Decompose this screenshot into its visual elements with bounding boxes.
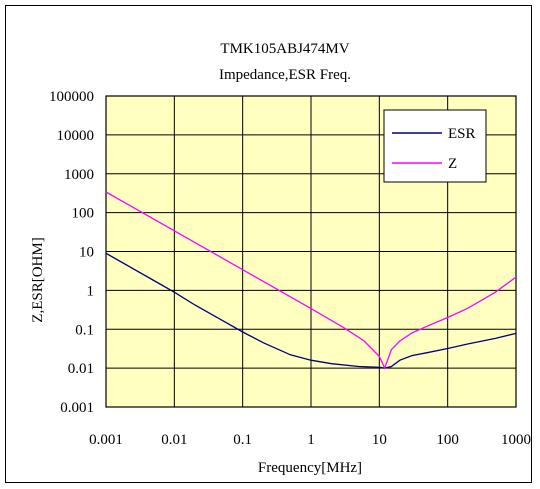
chart-title: TMK105ABJ474MV (220, 41, 349, 57)
series-line-esr (105, 252, 517, 369)
y-tick-label: 100 (72, 206, 95, 222)
y-tick-label: 10000 (57, 128, 95, 144)
legend-label-esr: ESR (448, 126, 476, 142)
y-tick-label: 10 (79, 245, 94, 261)
y-tick-label: 1 (87, 283, 95, 299)
y-tick-label: 0.01 (68, 361, 94, 377)
y-tick-label: 100000 (49, 89, 94, 105)
x-tick-label: 100 (436, 432, 459, 448)
y-axis-label: Z,ESR[OHM] (30, 237, 46, 322)
x-axis-label: Frequency[MHz] (258, 460, 362, 476)
x-tick-label: 0.1 (233, 432, 252, 448)
x-tick-label: 0.001 (89, 432, 123, 448)
impedance-esr-chart: TMK105ABJ474MV Impedance,ESR Freq. Frequ… (30, 41, 531, 476)
y-tick-label: 1000 (64, 167, 94, 183)
chart-frame: TMK105ABJ474MV Impedance,ESR Freq. Frequ… (5, 5, 532, 483)
x-tick-label: 1 (307, 432, 315, 448)
x-tick-label: 1000 (501, 432, 531, 448)
series-line-z (105, 191, 517, 370)
x-tick-label: 10 (372, 432, 387, 448)
x-tick-label: 0.01 (161, 432, 187, 448)
plot-border (105, 95, 517, 408)
legend-label-z: Z (448, 156, 457, 172)
chart-subtitle: Impedance,ESR Freq. (219, 67, 351, 83)
legend-box (383, 109, 487, 183)
y-tick-label: 0.1 (75, 322, 94, 338)
y-tick-label: 0.001 (60, 400, 94, 416)
